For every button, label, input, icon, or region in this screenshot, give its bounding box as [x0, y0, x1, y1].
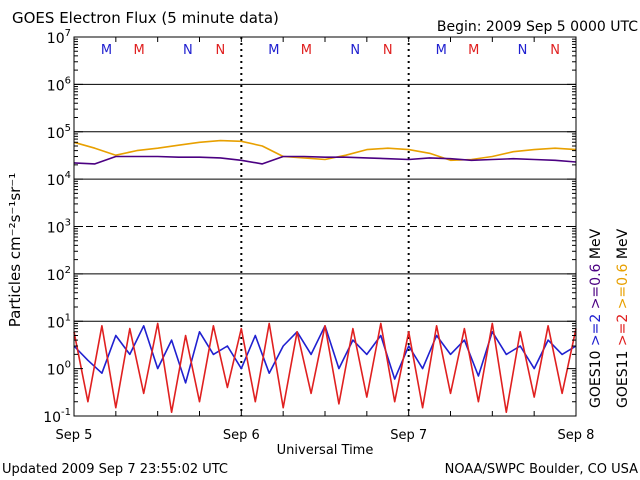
y-tick-label: 106	[47, 75, 71, 94]
y-tick-label: 102	[47, 265, 71, 284]
x-tick-label: Sep 6	[223, 428, 260, 443]
noon-midnight-marker: M	[436, 43, 447, 58]
noon-midnight-marker: M	[133, 43, 144, 58]
axis-ticks-layer	[73, 36, 577, 417]
series-line	[73, 322, 577, 414]
y-tick-label: 100	[47, 360, 71, 379]
noon-midnight-marker: N	[216, 43, 226, 58]
legend-entry: GOES10 >=2 >=0.6 MeV	[588, 228, 604, 408]
noon-midnight-marker: N	[350, 43, 360, 58]
y-axis-label: Particles cm⁻²s⁻¹sr⁻¹	[6, 173, 24, 327]
noon-midnight-marker: M	[301, 43, 312, 58]
updated-timestamp: Updated 2009 Sep 7 23:55:02 UTC	[2, 462, 228, 477]
x-tick-labels: Sep 5 Sep 6 Sep 7 Sep 8	[56, 428, 595, 443]
noon-midnight-marker: N	[518, 43, 528, 58]
x-tick-label: Sep 7	[390, 428, 427, 443]
data-source-credit: NOAA/SWPC Boulder, CO USA	[445, 462, 638, 477]
x-tick-label: Sep 8	[558, 428, 595, 443]
y-tick-label: 103	[47, 218, 71, 237]
noon-midnight-marker: N	[550, 43, 560, 58]
begin-date-label: Begin: 2009 Sep 5 0000 UTC	[437, 19, 638, 35]
y-tick-label: 101	[47, 312, 71, 331]
x-axis-label: Universal Time	[277, 443, 374, 458]
noon-midnight-marker: N	[183, 43, 193, 58]
y-tick-label: 104	[47, 170, 71, 189]
chart-title: GOES Electron Flux (5 minute data)	[12, 9, 279, 27]
y-tick-label: 105	[47, 123, 71, 142]
legend: GOES10 >=2 >=0.6 MeV GOES11 >=2 >=0.6 MeV	[588, 228, 631, 408]
y-tick-labels: 10-1 100 101 102 103 104 105 106 107	[43, 28, 71, 426]
series-line	[73, 139, 577, 162]
y-tick-label: 10-1	[43, 407, 71, 426]
x-tick-label: Sep 5	[56, 428, 93, 443]
noon-midnight-marker: N	[383, 43, 393, 58]
series-line	[73, 155, 577, 165]
noon-midnight-marker: M	[468, 43, 479, 58]
series-layer	[73, 139, 577, 414]
noon-midnight-marker: M	[268, 43, 279, 58]
threshold-lines-layer	[74, 83, 576, 322]
legend-entry: GOES11 >=2 >=0.6 MeV	[615, 228, 631, 408]
noon-midnight-marker: M	[101, 43, 112, 58]
y-tick-label: 107	[47, 28, 71, 47]
